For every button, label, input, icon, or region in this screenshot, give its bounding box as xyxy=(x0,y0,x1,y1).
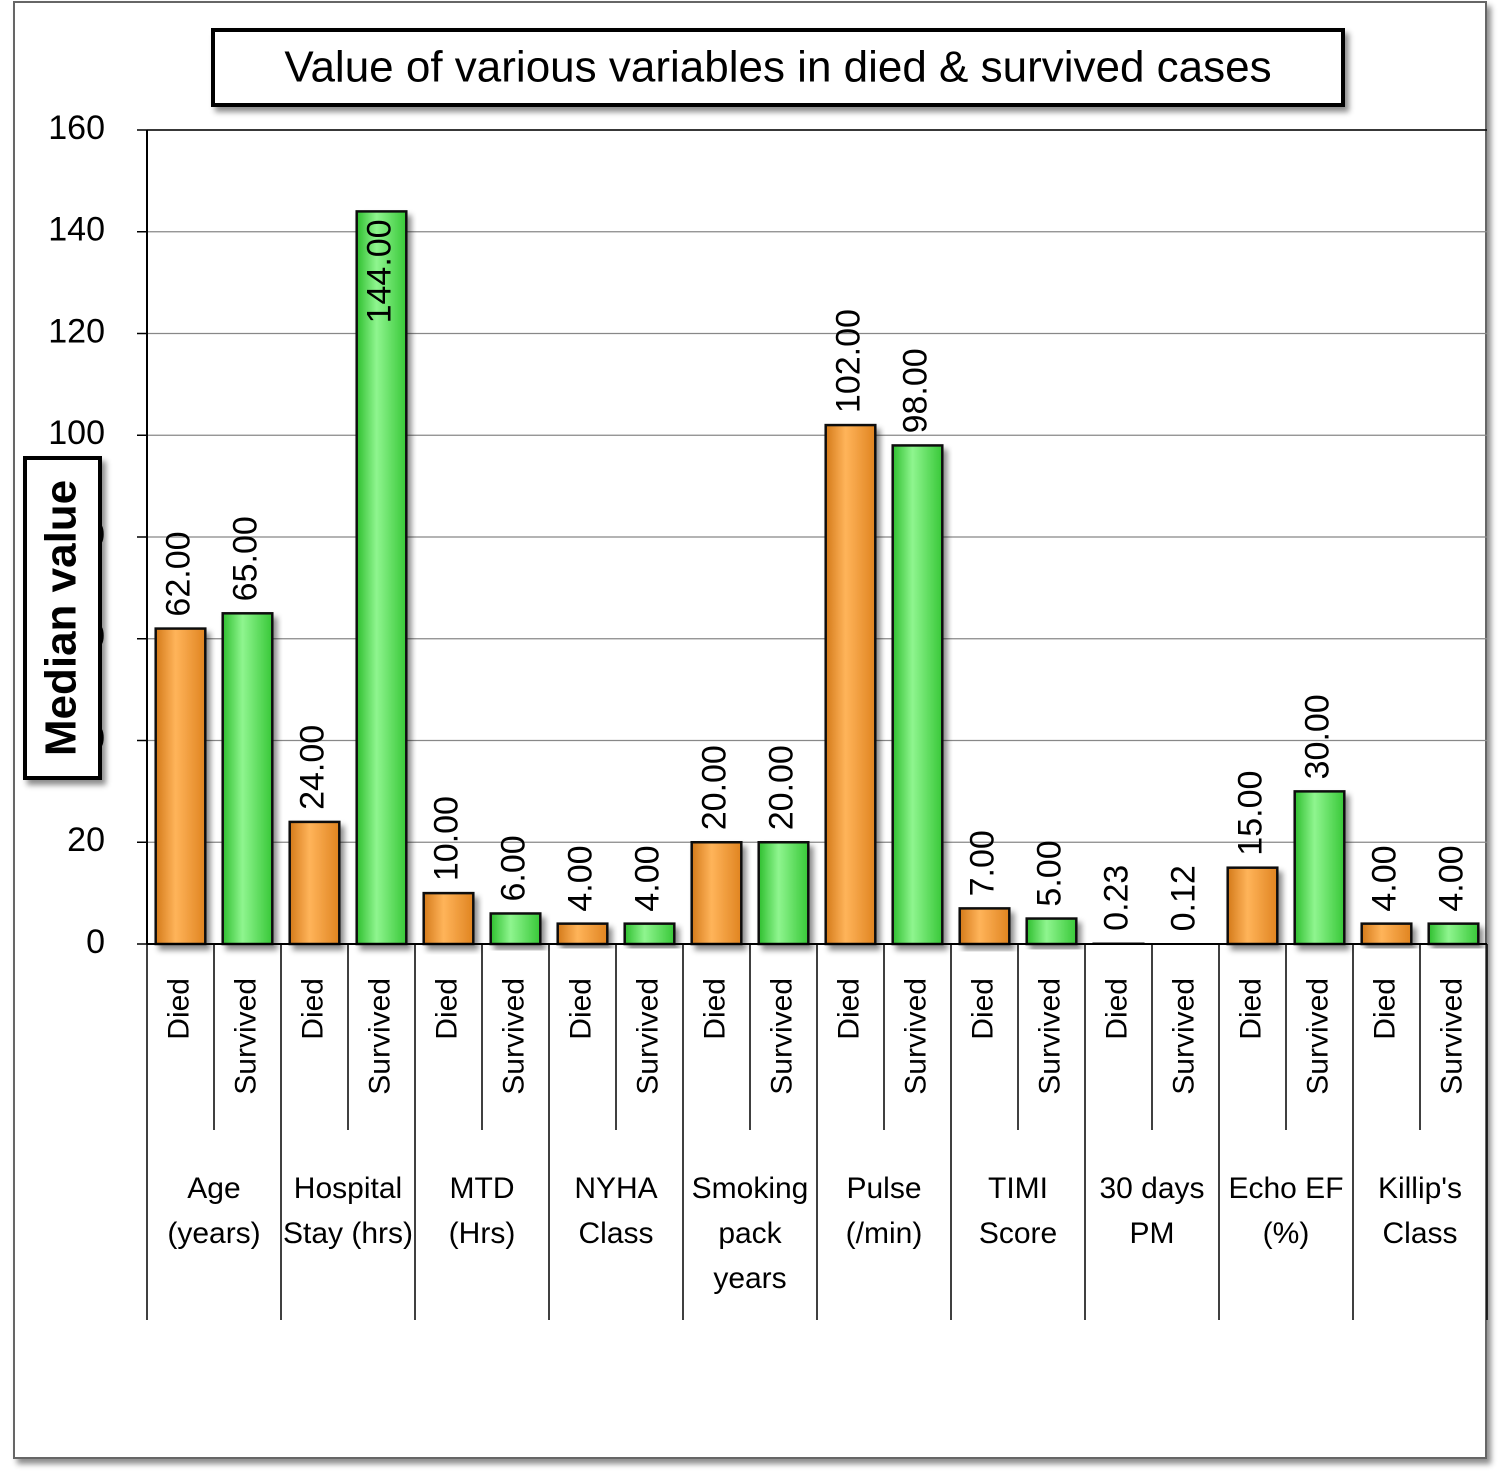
bar xyxy=(1427,922,1480,946)
value-label: 5.00 xyxy=(1030,840,1068,906)
y-tick-label: 20 xyxy=(67,821,105,859)
bar xyxy=(1226,866,1279,946)
bar xyxy=(154,627,207,946)
chart-title: Value of various variables in died & sur… xyxy=(284,43,1271,92)
value-label: 20.00 xyxy=(762,745,800,830)
value-label: 10.00 xyxy=(427,796,465,881)
bar xyxy=(623,922,676,946)
x-tick-label: Survived xyxy=(1033,978,1066,1095)
value-label: 6.00 xyxy=(494,835,532,901)
value-label: 144.00 xyxy=(360,219,398,323)
category-label: Age (years) xyxy=(167,1172,261,1250)
value-label: 4.00 xyxy=(1365,845,1403,911)
value-label: 20.00 xyxy=(695,745,733,830)
x-tick-label: Survived xyxy=(229,978,262,1095)
category-label: TIMI Score xyxy=(978,1172,1058,1250)
bar xyxy=(1025,917,1078,946)
x-tick-label: Died xyxy=(1234,978,1267,1040)
x-tick-label: Survived xyxy=(631,978,664,1095)
x-tick-label: Died xyxy=(1368,978,1401,1040)
x-tick-label: Died xyxy=(1100,978,1133,1040)
value-label: 4.00 xyxy=(1432,845,1470,911)
value-label: 24.00 xyxy=(293,725,331,810)
category-label: Pulse (/min) xyxy=(845,1172,923,1250)
bar xyxy=(757,841,810,946)
category-label: Smoking pack years xyxy=(691,1172,809,1295)
x-tick-label: Survived xyxy=(1435,978,1468,1095)
y-tick-label: 140 xyxy=(48,211,105,249)
x-tick-label: Died xyxy=(296,978,329,1040)
value-label: 98.00 xyxy=(896,348,934,433)
bar xyxy=(891,444,944,946)
bar xyxy=(556,922,609,946)
title-box xyxy=(211,28,1345,107)
y-tick-label: 0 xyxy=(86,923,105,961)
value-label: 4.00 xyxy=(628,845,666,911)
category-label: Hospital Stay (hrs) xyxy=(282,1172,414,1250)
value-label: 7.00 xyxy=(963,830,1001,896)
bar xyxy=(824,423,877,946)
bar xyxy=(489,912,542,946)
category-label: NYHA Class xyxy=(574,1172,658,1250)
x-tick-label: Survived xyxy=(1301,978,1334,1095)
value-label: 4.00 xyxy=(561,845,599,911)
bar xyxy=(288,820,341,946)
x-tick-label: Survived xyxy=(899,978,932,1095)
bar xyxy=(422,891,475,946)
bar xyxy=(221,612,274,946)
category-label: 30 days PM xyxy=(1099,1172,1205,1250)
value-label: 102.00 xyxy=(829,309,867,413)
bar xyxy=(690,841,743,946)
y-title-box xyxy=(23,456,102,780)
value-label: 30.00 xyxy=(1298,694,1336,779)
y-axis-title: Median value xyxy=(37,480,86,756)
value-label: 65.00 xyxy=(226,516,264,601)
x-tick-label: Survived xyxy=(497,978,530,1095)
category-label: Killip's Class xyxy=(1377,1172,1463,1250)
category-label: Echo EF (%) xyxy=(1228,1172,1344,1250)
x-tick-label: Died xyxy=(430,978,463,1040)
x-tick-label: Survived xyxy=(363,978,396,1095)
x-tick-label: Died xyxy=(966,978,999,1040)
value-label: 0.23 xyxy=(1097,865,1135,931)
x-tick-label: Died xyxy=(564,978,597,1040)
y-tick-label: 100 xyxy=(48,414,105,452)
value-label: 15.00 xyxy=(1231,771,1269,856)
x-tick-label: Survived xyxy=(765,978,798,1095)
bar xyxy=(1293,790,1346,946)
y-tick-label: 120 xyxy=(48,312,105,350)
x-tick-label: Died xyxy=(832,978,865,1040)
value-label: 62.00 xyxy=(159,531,197,616)
x-tick-label: Died xyxy=(698,978,731,1040)
x-tick-label: Died xyxy=(162,978,195,1040)
bar xyxy=(1360,922,1413,946)
y-tick-label: 160 xyxy=(48,109,105,147)
category-label: MTD (Hrs) xyxy=(448,1172,516,1250)
x-tick-label: Survived xyxy=(1167,978,1200,1095)
bar xyxy=(355,210,408,946)
value-label: 0.12 xyxy=(1164,865,1202,931)
bar xyxy=(958,907,1011,946)
